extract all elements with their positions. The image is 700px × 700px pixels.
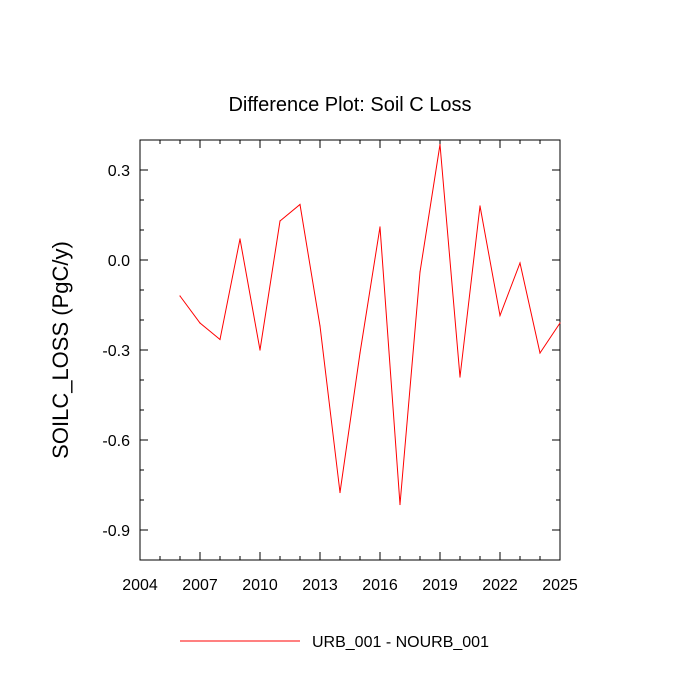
x-tick-label: 2013 <box>302 577 338 594</box>
data-point <box>179 295 181 297</box>
data-point <box>219 338 221 341</box>
x-tick-label: 2019 <box>422 577 458 594</box>
data-point <box>559 322 561 324</box>
data-point <box>399 503 401 506</box>
data-point <box>339 491 341 494</box>
plot-border <box>139 139 561 561</box>
data-point <box>379 226 381 228</box>
series-layer <box>179 143 561 506</box>
data-point <box>479 205 481 207</box>
data-point <box>299 203 301 206</box>
legend-label: URB_001 - NOURB_001 <box>312 634 489 651</box>
data-point <box>439 143 441 146</box>
data-point <box>419 271 421 273</box>
series-0 <box>179 143 561 506</box>
x-tick-label: 2004 <box>122 577 158 594</box>
data-point <box>259 349 261 351</box>
data-point <box>459 376 461 378</box>
x-tick-label: 2010 <box>242 577 278 594</box>
legend: URB_001 - NOURB_001 <box>180 634 489 651</box>
y-axis-label: SOILC_LOSS (PgC/y) <box>48 241 73 459</box>
data-point <box>199 322 201 324</box>
data-point <box>279 220 281 222</box>
data-point <box>519 262 521 264</box>
y-tick-label: -0.6 <box>102 433 130 450</box>
y-tick-label: 0.0 <box>108 253 130 270</box>
data-point <box>539 352 541 354</box>
x-tick-label: 2025 <box>542 577 578 594</box>
plot-frame <box>139 139 561 561</box>
x-tick-label: 2016 <box>362 577 398 594</box>
axis-ticks: 2004 2007 2010 2013 2016 2019 2022 2025 -0.9 -0.6… <box>102 139 578 594</box>
x-tick-label: 2007 <box>182 577 218 594</box>
data-point <box>319 325 321 327</box>
y-tick-label: -0.3 <box>102 343 130 360</box>
y-tick-label: 0.3 <box>108 163 130 180</box>
y-tick-label: -0.9 <box>102 523 130 540</box>
data-point <box>499 314 501 317</box>
x-tick-label: 2022 <box>482 577 518 594</box>
series-line <box>179 144 561 505</box>
chart-title: Difference Plot: Soil C Loss <box>228 94 471 116</box>
data-point <box>239 238 241 240</box>
data-point <box>359 352 361 354</box>
